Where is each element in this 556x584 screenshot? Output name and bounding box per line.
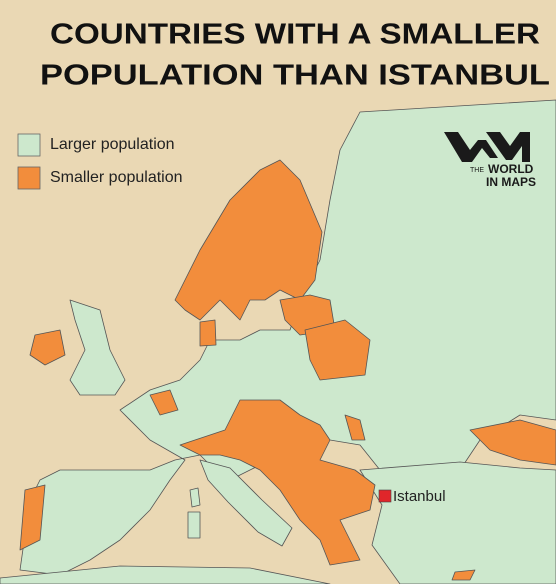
city-label: Istanbul [393,488,446,505]
sardinia [187,511,201,539]
caucasus [469,419,556,466]
central-balkans [179,399,376,566]
portugal [19,484,46,551]
legend-swatch [17,133,41,157]
corsica [189,487,201,508]
logo-mark [444,132,498,162]
belarus [304,319,371,381]
moldova [344,414,366,441]
legend-label: Larger population [50,136,175,153]
logo: THE WORLD IN MAPS [444,132,536,189]
italy [199,459,293,547]
benelux [149,389,179,416]
north-africa [0,565,331,584]
denmark [199,319,217,347]
logo-text: IN MAPS [486,175,536,189]
united-kingdom [69,299,126,396]
legend-swatch [17,166,41,190]
cyprus [451,569,476,581]
ireland [29,329,66,366]
logo-text: THE [470,167,484,174]
city-marker: Istanbul [378,488,446,505]
legend: Larger population Smaller population [17,133,183,190]
title-line: POPULATION THAN ISTANBUL [40,60,550,92]
istanbul-marker [378,489,392,503]
legend-label: Smaller population [50,169,183,186]
logo-text: WORLD [488,162,534,176]
map [0,99,556,584]
title-line: COUNTRIES WITH A SMALLER [50,19,540,51]
turkey [359,461,556,584]
logo-mark [486,132,530,162]
